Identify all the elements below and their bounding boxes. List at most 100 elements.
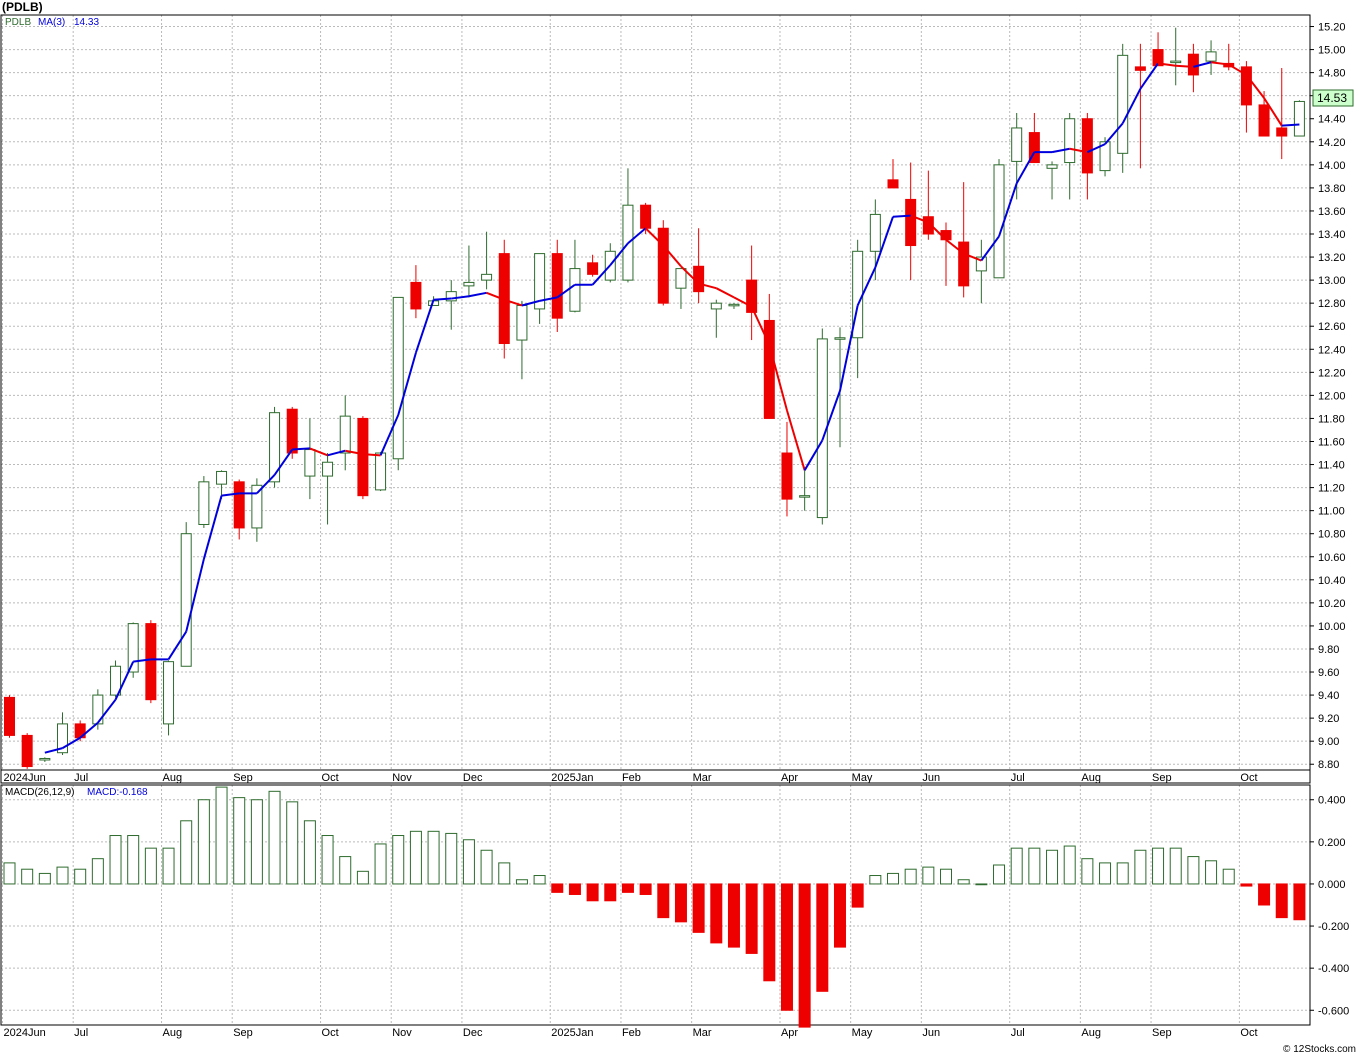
macd-bar (56, 866, 69, 885)
candle-body (110, 665, 122, 696)
price-tick-label: 13.20 (1318, 252, 1346, 264)
ma-segment (539, 296, 558, 302)
macd-bar (940, 868, 953, 885)
candle-body (905, 198, 917, 247)
price-tick-label: 9.00 (1318, 736, 1339, 748)
price-tick-label: 13.60 (1318, 206, 1346, 218)
candle-body (834, 337, 846, 340)
ma-segment (998, 182, 1018, 237)
macd-bar (993, 864, 1006, 885)
ma-segment (114, 661, 135, 701)
ma-segment (821, 390, 841, 441)
candle-body (1276, 127, 1288, 137)
candle-body (1046, 164, 1058, 169)
moving-average-line (44, 61, 1300, 754)
ma-segment (256, 474, 276, 495)
ma-segment (1228, 63, 1247, 76)
macd-bar (498, 862, 511, 885)
macd-bar (268, 790, 281, 885)
x-tick-label: Sep (233, 772, 253, 784)
ma-segment (345, 449, 364, 456)
candle-body (1170, 60, 1182, 64)
macd-bar (869, 875, 882, 885)
macd-tick-label: -0.600 (1318, 1005, 1349, 1017)
price-tick-label: 11.40 (1318, 460, 1345, 472)
ma-segment (927, 221, 947, 241)
macd-x-tick-label: 2025Jan (551, 1027, 593, 1039)
ma-segment (327, 449, 346, 457)
candle-body (781, 452, 793, 500)
ma-segment (910, 214, 929, 224)
candle-body (322, 461, 334, 477)
macd-bar (1205, 860, 1218, 885)
candle-body (1134, 66, 1146, 71)
macd-bar (1081, 858, 1094, 885)
macd-x-tick-label: Oct (322, 1027, 339, 1039)
price-tick-label: 13.00 (1318, 275, 1346, 287)
macd-bar (1152, 847, 1165, 885)
candle-body (233, 481, 245, 529)
macd-bar (1240, 883, 1253, 887)
macd-bar (515, 879, 528, 885)
macd-bar (833, 883, 846, 948)
ma-segment (892, 214, 911, 218)
x-tick-label: Aug (163, 772, 183, 784)
last-price-value: 14.53 (1317, 91, 1347, 105)
ma-segment (362, 453, 381, 457)
candle-body (1081, 118, 1093, 174)
macd-x-tick-label: Nov (392, 1027, 412, 1039)
macd-bar (674, 883, 687, 923)
macd-x-tick-label: Mar (693, 1027, 712, 1039)
macd-bar (1222, 868, 1235, 885)
price-tick-label: 12.80 (1318, 298, 1346, 310)
candle-body (286, 408, 298, 454)
macd-bar (568, 883, 581, 895)
macd-bar (1169, 847, 1182, 885)
ma-segment (644, 227, 664, 247)
macd-bar (692, 883, 705, 933)
macd-bar (250, 799, 263, 885)
price-tick-label: 12.00 (1318, 390, 1346, 402)
macd-bar (604, 883, 617, 902)
candle-body (516, 304, 528, 341)
ma-segment (97, 699, 117, 724)
price-panel-frame (0, 14, 1311, 784)
last-price-badge (1312, 89, 1354, 107)
candle-body (1099, 141, 1111, 172)
x-tick-label: Apr (781, 772, 798, 784)
ma-segment (874, 216, 894, 268)
price-tick-label: 12.20 (1318, 367, 1346, 379)
macd-bar (1134, 849, 1147, 885)
candle-body (163, 661, 175, 725)
candle-body (958, 241, 970, 287)
ma-segment (768, 344, 788, 411)
macd-tick-label: -0.200 (1318, 921, 1349, 933)
macd-bar (851, 883, 864, 908)
macd-bar (1063, 845, 1076, 885)
ma-segment (1210, 61, 1229, 66)
price-tick-label: 14.80 (1318, 68, 1346, 80)
ma-segment (1069, 147, 1088, 154)
macd-bar (480, 849, 493, 885)
macd-axis: -0.600 -0.400 -0.200 0.000 0.200 0.400 (1310, 795, 1349, 1017)
candle-body (657, 227, 669, 304)
macd-bar (922, 866, 935, 885)
candle-body (481, 273, 493, 281)
candle-body (746, 279, 758, 313)
ma-segment (556, 283, 576, 299)
ma-segment (44, 747, 63, 754)
price-tick-label: 13.40 (1318, 229, 1346, 241)
macd-histogram (3, 786, 1306, 1028)
macd-bar (1010, 847, 1023, 885)
macd-bar (144, 847, 157, 885)
ma-segment (856, 267, 877, 306)
candle-body (251, 484, 263, 529)
macd-bar (957, 879, 970, 885)
price-tick-label: 10.60 (1318, 552, 1346, 564)
footer-credit: © 12Stocks.com (1283, 1044, 1356, 1055)
candle-body (180, 533, 192, 667)
macd-tick-label: -0.400 (1318, 963, 1349, 975)
ma-segment (1281, 123, 1300, 127)
candle-body (887, 179, 899, 189)
ma-segment (803, 439, 824, 471)
